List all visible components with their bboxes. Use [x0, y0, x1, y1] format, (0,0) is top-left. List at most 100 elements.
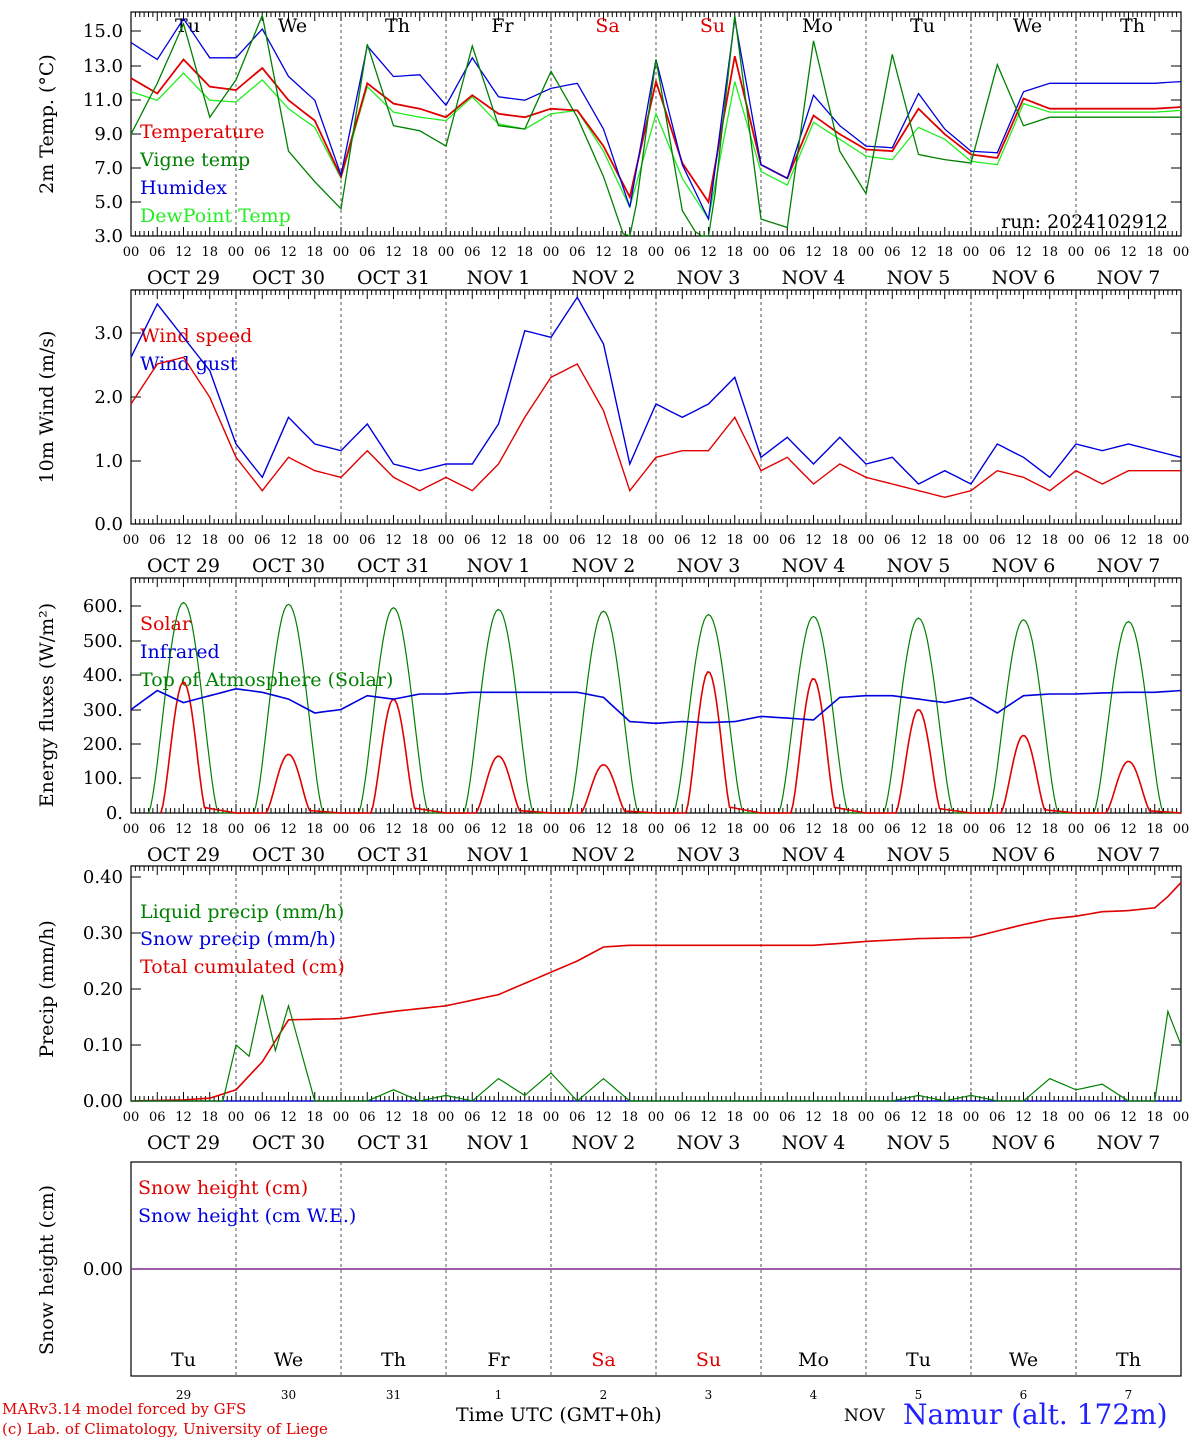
legend-snow-height-cm-: Snow height (cm) [138, 1177, 308, 1199]
hour-tick-label: 00 [123, 533, 140, 548]
y-tick-label: 11.0 [83, 90, 123, 111]
day-number: 4 [810, 1388, 818, 1402]
hour-tick-label: 12 [1120, 245, 1137, 260]
date-label: NOV 3 [677, 1132, 741, 1154]
y-axis-label: Energy fluxes (W/m²) [36, 603, 58, 807]
date-label: NOV 6 [992, 267, 1056, 289]
date-label: OCT 30 [252, 555, 325, 577]
hour-tick-label: 12 [1120, 822, 1137, 837]
hour-tick-label: 18 [516, 1110, 533, 1125]
hour-tick-label: 06 [149, 1110, 166, 1125]
hour-tick-label: 18 [201, 245, 218, 260]
hour-tick-label: 12 [280, 1110, 297, 1125]
day-number: 30 [281, 1388, 296, 1402]
y-tick-label: 200. [83, 734, 123, 755]
hour-tick-label: 00 [963, 533, 980, 548]
day-number: 3 [705, 1388, 713, 1402]
date-label: NOV 6 [992, 555, 1056, 577]
hour-tick-label: 18 [411, 245, 428, 260]
hour-tick-label: 00 [963, 822, 980, 837]
hour-tick-label: 06 [1094, 533, 1111, 548]
hour-tick-label: 00 [228, 822, 245, 837]
hour-tick-label: 12 [700, 533, 717, 548]
date-label: NOV 5 [887, 267, 951, 289]
hour-tick-label: 18 [1041, 1110, 1058, 1125]
legend-snow-height-cm-w-e-: Snow height (cm W.E.) [138, 1205, 356, 1227]
day-name: Tu [175, 15, 200, 37]
hour-tick-label: 18 [726, 533, 743, 548]
hour-tick-label: 12 [700, 1110, 717, 1125]
hour-tick-label: 18 [1041, 245, 1058, 260]
hour-tick-label: 06 [1094, 822, 1111, 837]
hour-tick-label: 00 [1173, 822, 1190, 837]
hour-tick-label: 00 [963, 1110, 980, 1125]
hour-tick-label: 12 [490, 533, 507, 548]
series-line-wind-gust [130, 295, 1182, 485]
day-number: 6 [1020, 1388, 1028, 1402]
hour-tick-label: 06 [1094, 1110, 1111, 1125]
hour-tick-label: 06 [254, 533, 271, 548]
y-tick-label: 0.40 [83, 867, 123, 888]
date-label: NOV 3 [677, 844, 741, 866]
hour-tick-label: 00 [543, 245, 560, 260]
hour-tick-label: 06 [569, 822, 586, 837]
hour-tick-label: 18 [1146, 822, 1163, 837]
hour-tick-label: 18 [1041, 533, 1058, 548]
y-tick-label: 7.0 [94, 158, 123, 179]
day-name: Tu [910, 15, 935, 37]
y-tick-label: 0.30 [83, 923, 123, 944]
hour-tick-label: 12 [280, 822, 297, 837]
y-tick-label: 400. [83, 665, 123, 686]
hour-tick-label: 00 [333, 533, 350, 548]
date-label: NOV 1 [467, 844, 531, 866]
hour-tick-label: 18 [306, 822, 323, 837]
day-name: Th [385, 15, 410, 37]
hour-tick-label: 18 [306, 245, 323, 260]
hour-tick-label: 12 [1015, 533, 1032, 548]
hour-tick-label: 18 [621, 822, 638, 837]
hour-tick-label: 18 [936, 822, 953, 837]
date-label: NOV 5 [887, 555, 951, 577]
series-line-dewpoint-temp [130, 72, 1182, 221]
hour-tick-label: 06 [464, 822, 481, 837]
y-tick-label: 3.0 [94, 226, 123, 247]
hour-tick-label: 00 [543, 822, 560, 837]
hour-tick-label: 06 [779, 533, 796, 548]
series-line-wind-speed [130, 356, 1181, 499]
hour-tick-label: 06 [359, 1110, 376, 1125]
hour-tick-label: 18 [516, 533, 533, 548]
hour-tick-label: 06 [989, 822, 1006, 837]
hour-tick-label: 06 [884, 822, 901, 837]
day-number: 7 [1125, 1388, 1133, 1402]
date-label: NOV 7 [1097, 555, 1161, 577]
hour-tick-label: 06 [464, 1110, 481, 1125]
y-tick-label: 100. [83, 768, 123, 789]
hour-tick-label: 06 [149, 822, 166, 837]
legend-vigne-temp: Vigne temp [139, 149, 250, 171]
hour-tick-label: 18 [411, 533, 428, 548]
hour-tick-label: 00 [1068, 822, 1085, 837]
hour-tick-label: 06 [989, 245, 1006, 260]
hour-tick-label: 06 [674, 245, 691, 260]
date-label: OCT 30 [252, 844, 325, 866]
hour-tick-label: 06 [569, 245, 586, 260]
hour-tick-label: 18 [936, 533, 953, 548]
date-label: NOV 6 [992, 844, 1056, 866]
hour-tick-label: 12 [700, 245, 717, 260]
hour-tick-label: 12 [595, 1110, 612, 1125]
date-label: NOV 1 [467, 555, 531, 577]
day-name: Mo [802, 15, 833, 37]
day-name: Th [1120, 15, 1145, 37]
legend-liquid-precip-mm-h-: Liquid precip (mm/h) [140, 901, 344, 923]
hour-tick-label: 18 [621, 1110, 638, 1125]
hour-tick-label: 06 [989, 1110, 1006, 1125]
hour-tick-label: 18 [1146, 1110, 1163, 1125]
day-name: Su [696, 1349, 721, 1371]
hour-tick-label: 00 [123, 822, 140, 837]
hour-tick-label: 06 [254, 245, 271, 260]
day-number: 5 [915, 1388, 923, 1402]
hour-tick-label: 06 [359, 245, 376, 260]
hour-tick-label: 00 [1173, 1110, 1190, 1125]
hour-tick-label: 00 [753, 822, 770, 837]
